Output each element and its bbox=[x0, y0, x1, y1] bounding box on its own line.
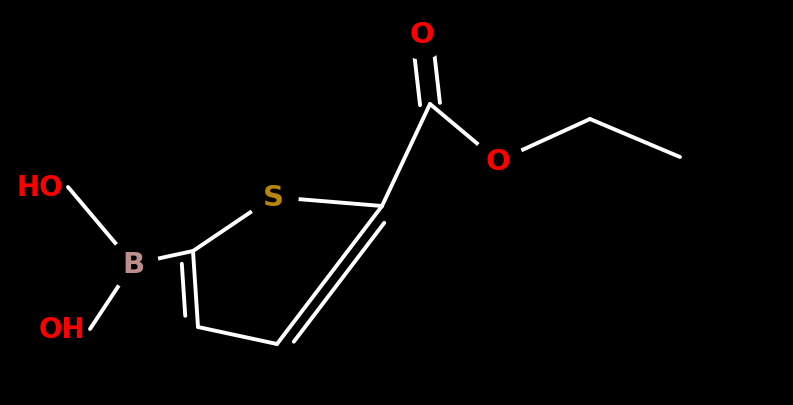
Text: B: B bbox=[122, 250, 144, 278]
Text: OH: OH bbox=[38, 315, 85, 343]
Circle shape bbox=[397, 10, 447, 60]
Circle shape bbox=[473, 136, 523, 187]
Circle shape bbox=[248, 173, 298, 222]
Text: O: O bbox=[409, 21, 435, 49]
Text: HO: HO bbox=[17, 174, 63, 202]
Text: S: S bbox=[262, 183, 284, 211]
Circle shape bbox=[108, 239, 158, 289]
Text: O: O bbox=[485, 148, 511, 175]
